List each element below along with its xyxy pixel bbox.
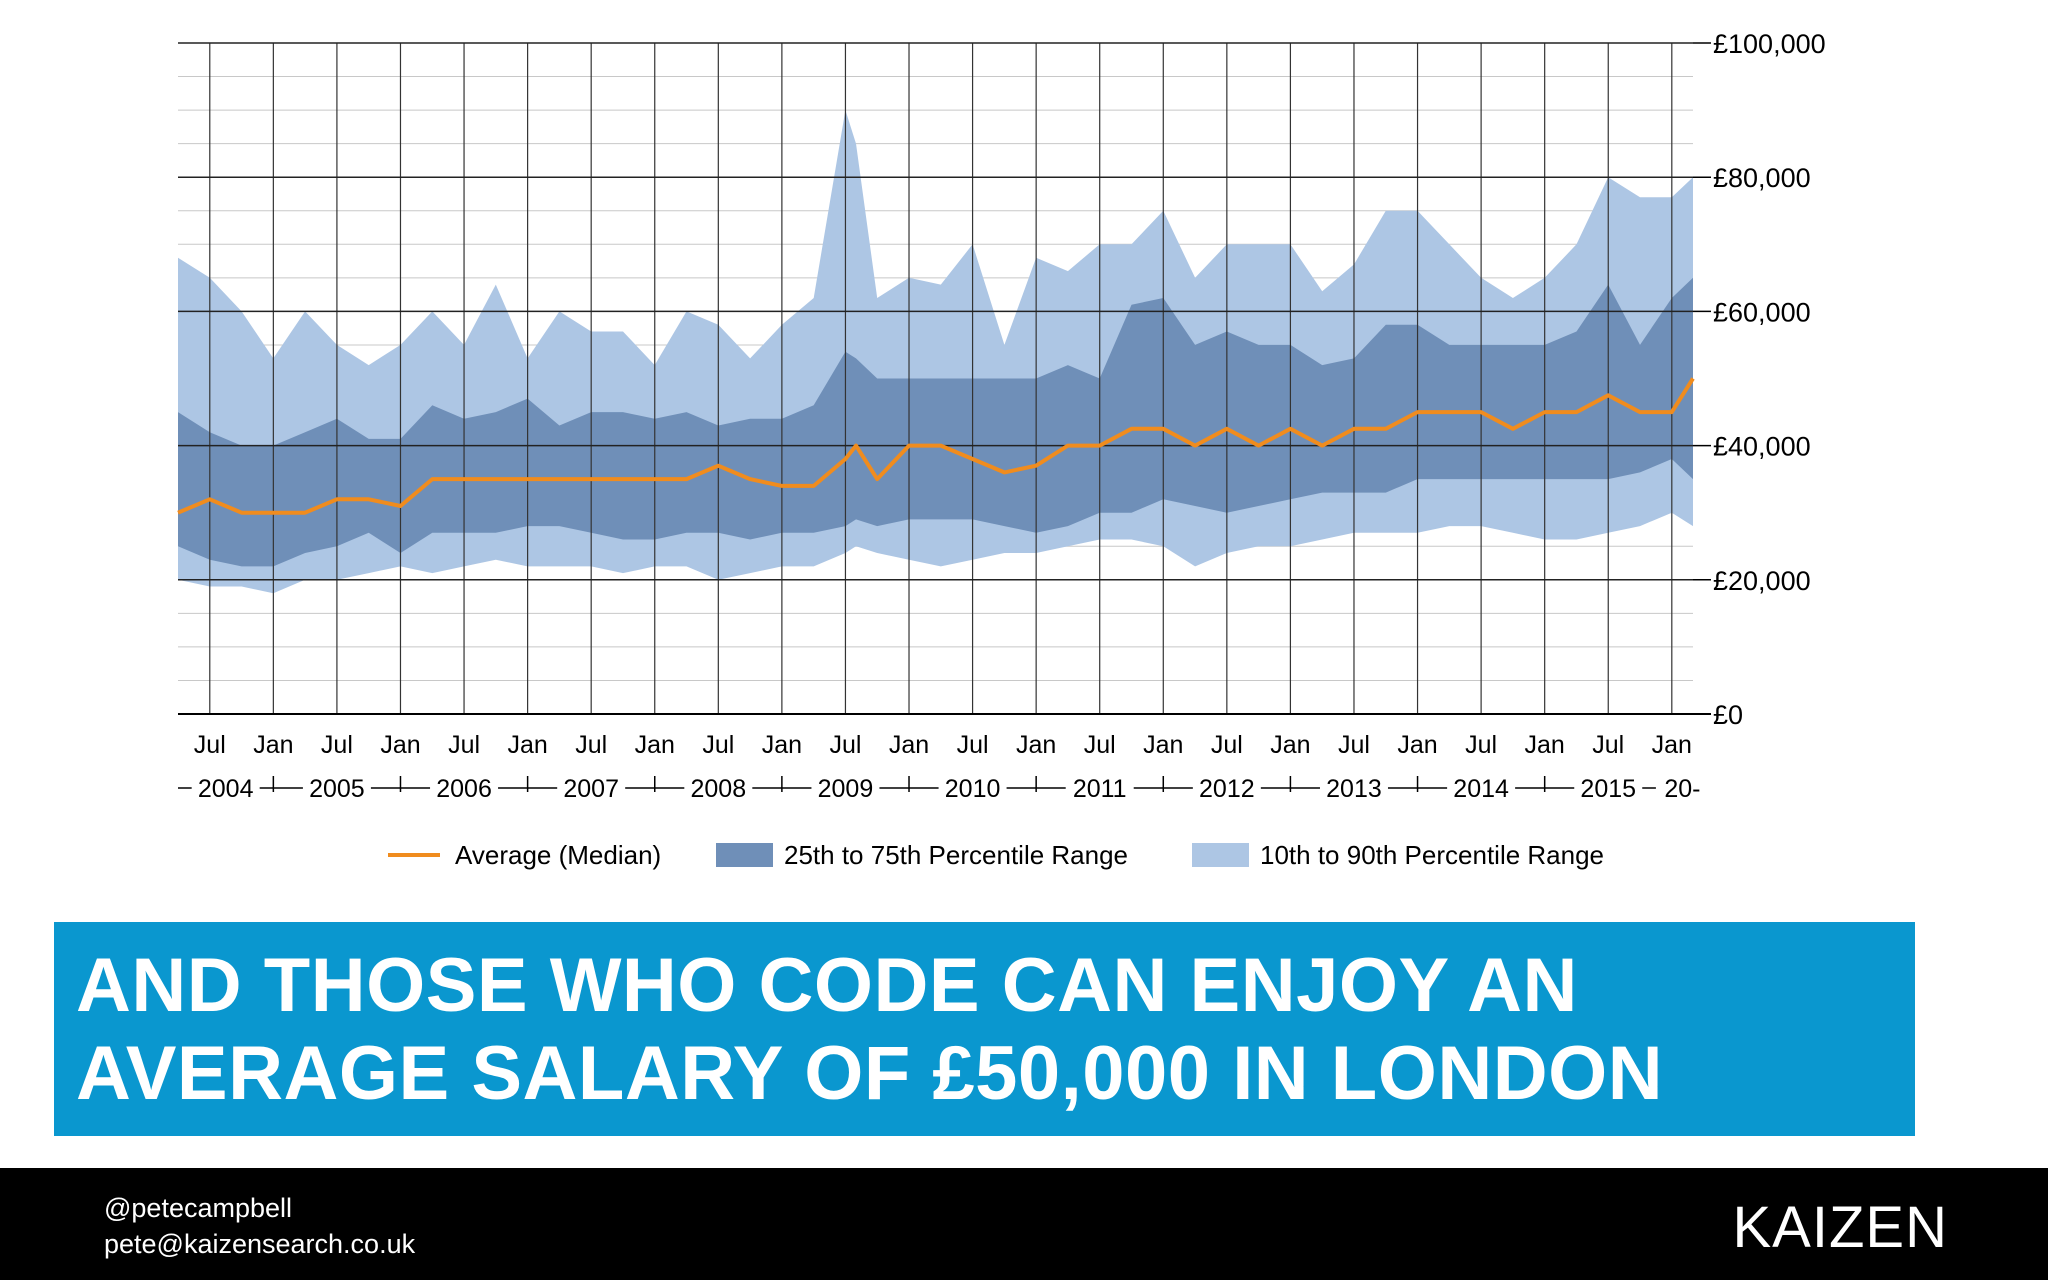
year-label-bg xyxy=(1192,772,1261,804)
x-month-label: Jul xyxy=(321,731,353,759)
chart-median-line xyxy=(177,377,1695,515)
x-month-label: Jul xyxy=(1211,731,1243,759)
y-tick-label: £60,000 xyxy=(1713,297,1811,327)
year-label-bg xyxy=(1319,772,1388,804)
twitter-handle[interactable]: @petecampbell xyxy=(104,1193,293,1223)
y-tick-label: £40,000 xyxy=(1713,432,1811,462)
year-label-bg xyxy=(557,772,626,804)
x-month-label: Jan xyxy=(253,731,293,759)
x-month-label: Jul xyxy=(194,731,226,759)
x-month-label: Jul xyxy=(702,731,734,759)
x-month-label: Jan xyxy=(889,731,929,759)
x-month-label: Jan xyxy=(380,731,420,759)
year-label: 2007 xyxy=(563,775,619,803)
x-month-label: Jul xyxy=(829,731,861,759)
year-label-bg xyxy=(302,772,371,804)
headline-banner: AND THOSE WHO CODE CAN ENJOY AN AVERAGE … xyxy=(54,922,1915,1136)
year-label: 2006 xyxy=(436,775,492,803)
x-month-label: Jan xyxy=(1652,731,1692,759)
chart-axes: £0 £20,000 £40,000 £60,000 £80,000 £100,000 Ju… xyxy=(178,29,1826,804)
year-label-bg xyxy=(811,772,880,804)
kaizen-logo: KAIZEN xyxy=(1732,1195,1948,1260)
x-month-label: Jan xyxy=(1016,731,1056,759)
salary-chart: £0 £20,000 £40,000 £60,000 £80,000 £100,000 Ju… xyxy=(177,29,1826,870)
chart-legend: Average (Median) 25th to 75th Percentile … xyxy=(388,840,1604,870)
x-month-label: Jan xyxy=(1397,731,1437,759)
x-month-label: Jan xyxy=(507,731,547,759)
year-label: 2008 xyxy=(691,775,747,803)
x-month-label: Jul xyxy=(1465,731,1497,759)
x-month-label: Jan xyxy=(1525,731,1565,759)
chart-bands xyxy=(178,110,1693,594)
year-label: 2013 xyxy=(1326,775,1382,803)
legend-25-75-label: 25th to 75th Percentile Range xyxy=(784,840,1128,870)
x-month-label: Jan xyxy=(635,731,675,759)
year-label-bg xyxy=(1065,772,1134,804)
year-label: 2005 xyxy=(309,775,365,803)
year-label: 2009 xyxy=(818,775,874,803)
y-tick-label: £80,000 xyxy=(1713,163,1811,193)
chart-major-lines xyxy=(178,42,1693,715)
y-tick-label: £20,000 xyxy=(1713,566,1811,596)
y-tick-label: £100,000 xyxy=(1713,29,1826,59)
median-line xyxy=(177,377,1695,515)
band-25-75 xyxy=(178,277,1693,567)
year-label-bg xyxy=(938,772,1007,804)
year-label: 2012 xyxy=(1199,775,1255,803)
y-tick-label: £0 xyxy=(1713,700,1743,730)
year-label-bg xyxy=(684,772,753,804)
year-label: 2015 xyxy=(1580,775,1636,803)
x-month-label: Jul xyxy=(1084,731,1116,759)
year-label-bg xyxy=(1574,772,1643,804)
year-label-bg xyxy=(191,772,260,804)
year-label: 2004 xyxy=(198,775,254,803)
contact-info: @petecampbell pete@kaizensearch.co.uk xyxy=(104,1190,415,1262)
year-label-bg xyxy=(1447,772,1516,804)
legend-10-90-label: 10th to 90th Percentile Range xyxy=(1260,840,1604,870)
year-label-bg xyxy=(430,772,499,804)
x-month-label: Jan xyxy=(1270,731,1310,759)
legend-25-75-swatch xyxy=(716,843,773,867)
headline-line-2: AVERAGE SALARY OF £50,000 IN LONDON xyxy=(76,1031,1664,1116)
legend-median-label: Average (Median) xyxy=(455,840,661,870)
year-label: 2014 xyxy=(1453,775,1509,803)
footer-bar: @petecampbell pete@kaizensearch.co.uk KA… xyxy=(0,1168,2048,1280)
x-month-label: Jul xyxy=(1592,731,1624,759)
year-label: 2011 xyxy=(1073,775,1127,803)
x-month-label: Jan xyxy=(1143,731,1183,759)
headline-line-1: AND THOSE WHO CODE CAN ENJOY AN xyxy=(76,943,1578,1028)
year-label-bg xyxy=(1655,772,1709,804)
x-month-label: Jul xyxy=(1338,731,1370,759)
x-month-label: Jul xyxy=(957,731,989,759)
legend-10-90-swatch xyxy=(1192,843,1249,867)
year-label: 2010 xyxy=(945,775,1001,803)
x-month-label: Jul xyxy=(575,731,607,759)
year-label: 20- xyxy=(1664,775,1700,803)
email-address[interactable]: pete@kaizensearch.co.uk xyxy=(104,1229,416,1259)
x-month-label: Jul xyxy=(448,731,480,759)
x-month-label: Jan xyxy=(762,731,802,759)
